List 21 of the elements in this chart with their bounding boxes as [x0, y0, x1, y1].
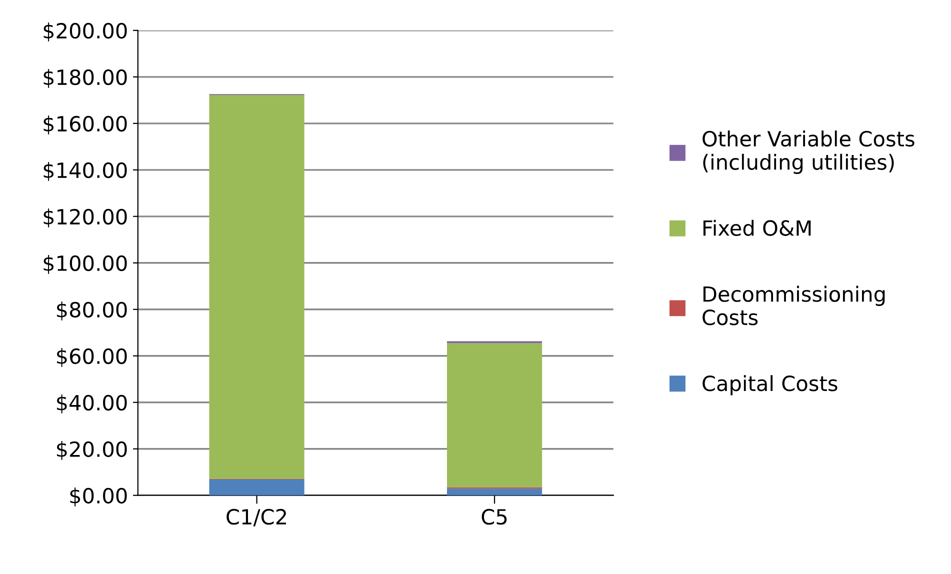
x-tick-label: C5 — [482, 508, 507, 525]
legend-label: Fixed O&M — [703, 220, 811, 236]
bar — [209, 95, 304, 479]
y-tick-label: $80.00 — [57, 301, 127, 320]
y-tick-label: $160.00 — [44, 115, 127, 134]
legend-label: Capital Costs — [702, 375, 838, 396]
legend-label: Other Variable Costs (including utilities) — [702, 130, 914, 174]
y-tick-label: $140.00 — [44, 162, 127, 181]
y-tick-label: $200.00 — [44, 22, 127, 42]
y-tick-label: $100.00 — [44, 254, 127, 274]
y-tick-label: $60.00 — [57, 348, 127, 367]
x-tick-label: C1/C2 — [226, 508, 286, 526]
y-tick-label: $40.00 — [57, 394, 127, 414]
y-tick-label: $120.00 — [44, 208, 127, 228]
y-tick-label: $20.00 — [57, 440, 127, 460]
y-tick-label: $180.00 — [44, 69, 127, 88]
bar — [209, 480, 304, 496]
bar — [446, 343, 542, 488]
y-tick-label: $0.00 — [70, 487, 127, 506]
bar — [446, 488, 542, 496]
legend-label: Decommissioning Costs — [702, 286, 885, 326]
